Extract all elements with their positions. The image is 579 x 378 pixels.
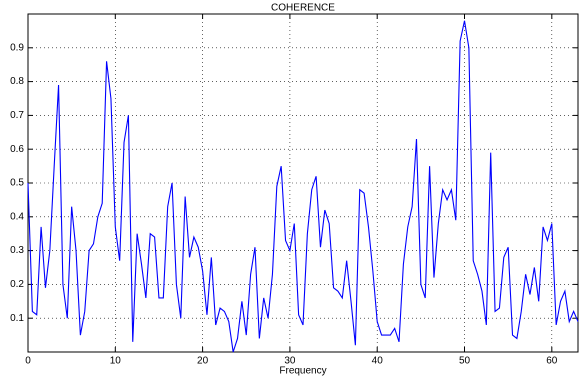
- chart-title: COHERENCE: [271, 3, 335, 14]
- x-axis-label: Frequency: [279, 366, 326, 377]
- x-tick-label: 40: [372, 356, 384, 367]
- x-tick-label: 10: [110, 356, 122, 367]
- y-tick-label: 0.6: [10, 144, 24, 155]
- y-tick-label: 0.7: [10, 110, 24, 121]
- x-tick-label: 0: [25, 356, 31, 367]
- y-tick-label: 0.4: [10, 211, 24, 222]
- y-tick-label: 0.1: [10, 313, 24, 324]
- y-tick-label: 0.2: [10, 279, 24, 290]
- y-tick-label: 0.3: [10, 245, 24, 256]
- x-tick-label: 50: [459, 356, 471, 367]
- plot-box: [27, 13, 579, 353]
- y-tick-label: 0.8: [10, 76, 24, 87]
- x-tick-label: 60: [546, 356, 558, 367]
- y-tick-label: 0.9: [10, 42, 24, 53]
- data-line: [27, 20, 579, 353]
- x-tick-label: 30: [284, 356, 296, 367]
- y-tick-label: 0.5: [10, 178, 24, 189]
- x-tick-label: 20: [197, 356, 209, 367]
